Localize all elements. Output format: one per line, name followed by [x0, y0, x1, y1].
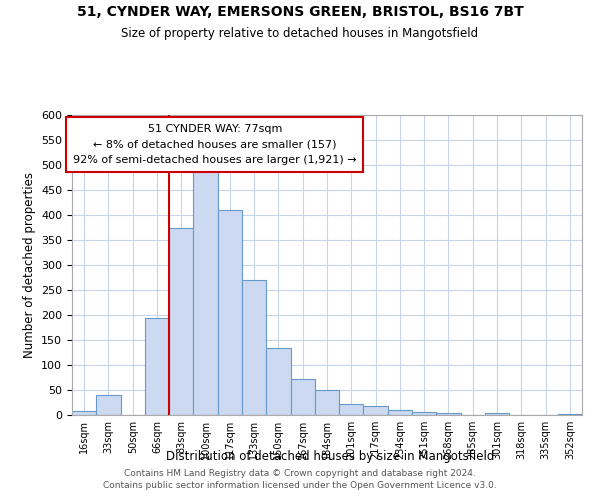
Bar	[242, 280, 266, 415]
Bar	[72, 411, 96, 415]
Bar	[364, 406, 388, 415]
Text: 51 CYNDER WAY: 77sqm
← 8% of detached houses are smaller (157)
92% of semi-detac: 51 CYNDER WAY: 77sqm ← 8% of detached ho…	[73, 124, 356, 165]
Text: 51, CYNDER WAY, EMERSONS GREEN, BRISTOL, BS16 7BT: 51, CYNDER WAY, EMERSONS GREEN, BRISTOL,…	[77, 5, 523, 19]
Bar	[436, 412, 461, 415]
Bar	[339, 404, 364, 415]
Bar	[218, 210, 242, 415]
Bar	[145, 318, 169, 415]
Bar	[388, 410, 412, 415]
Bar	[558, 414, 582, 415]
Bar	[266, 348, 290, 415]
Y-axis label: Number of detached properties: Number of detached properties	[23, 172, 35, 358]
Bar	[290, 378, 315, 415]
Bar	[315, 390, 339, 415]
Text: Contains HM Land Registry data © Crown copyright and database right 2024.
Contai: Contains HM Land Registry data © Crown c…	[103, 468, 497, 490]
Bar	[193, 170, 218, 415]
Bar	[485, 412, 509, 415]
Bar	[412, 412, 436, 415]
Text: Size of property relative to detached houses in Mangotsfield: Size of property relative to detached ho…	[121, 28, 479, 40]
Bar	[169, 228, 193, 415]
Bar	[96, 395, 121, 415]
Text: Distribution of detached houses by size in Mangotsfield: Distribution of detached houses by size …	[166, 450, 494, 463]
